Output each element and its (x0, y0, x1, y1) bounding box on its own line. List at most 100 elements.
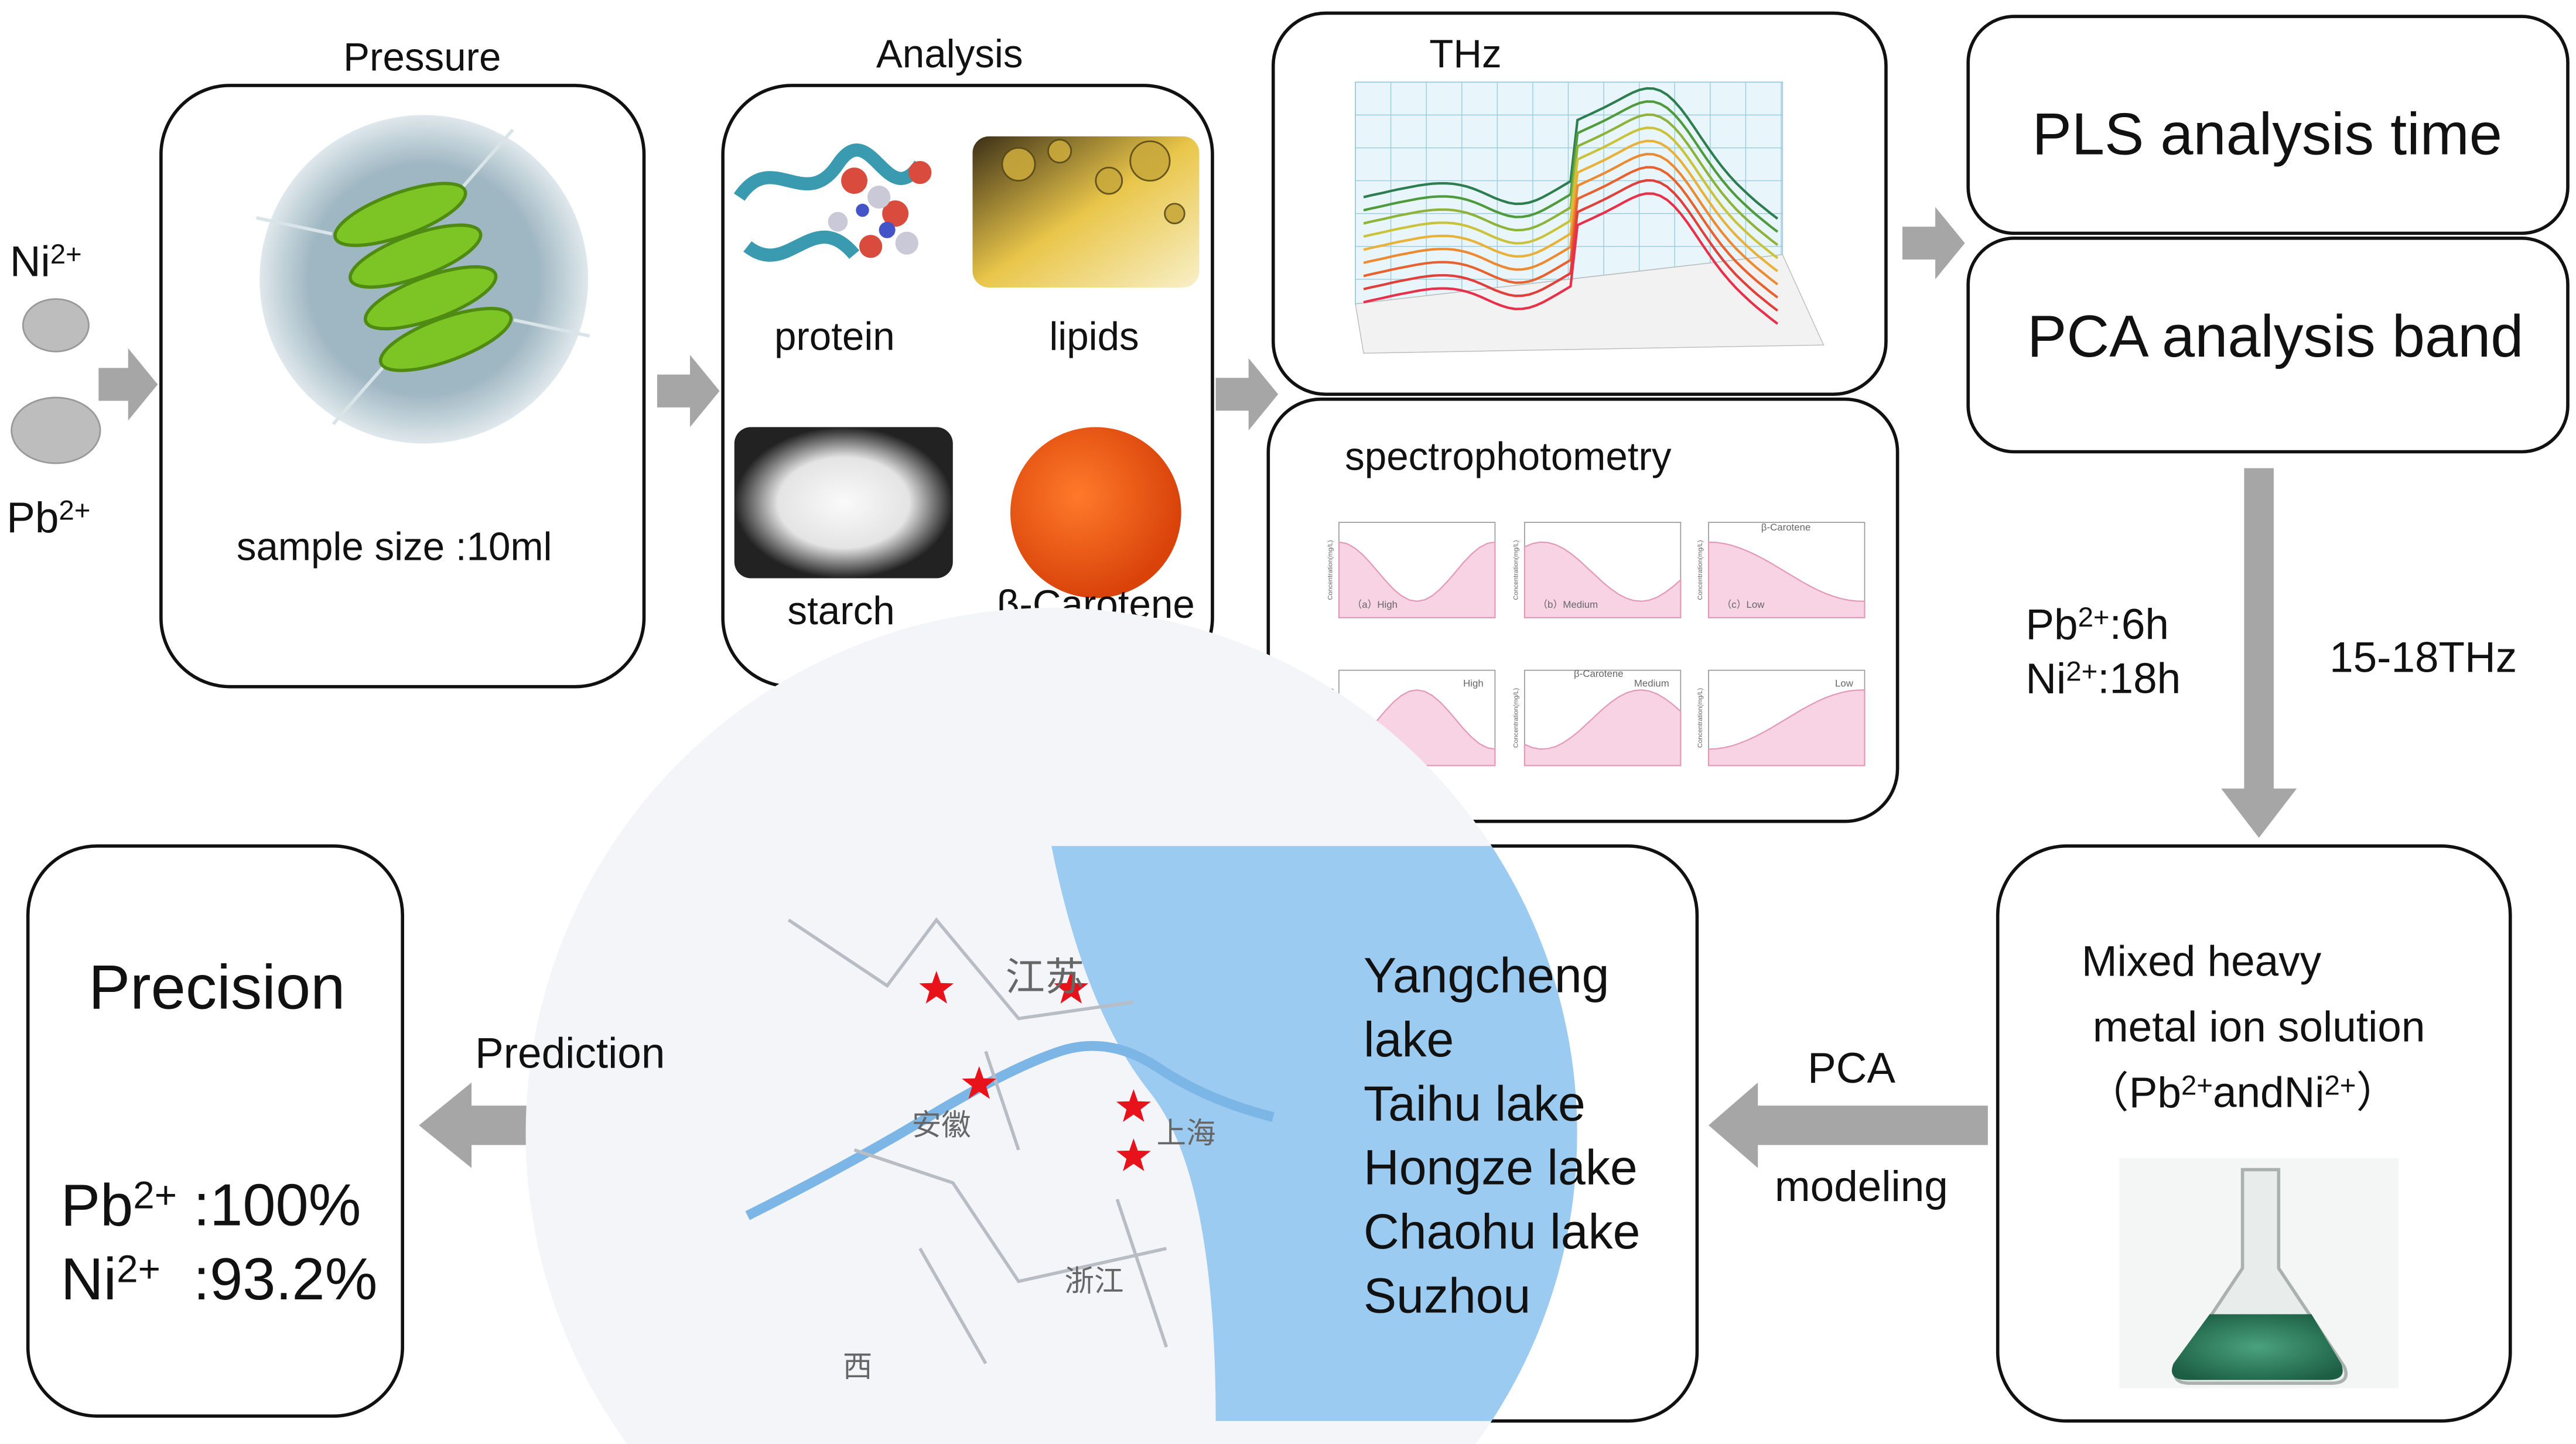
mini-plot-label: Low (1835, 678, 1854, 689)
thz-surface (1355, 81, 1825, 354)
text-part: andNi (2213, 1069, 2325, 1117)
lake-name: Chaohu lake (1364, 1204, 1640, 1259)
pca-box (1966, 236, 2570, 454)
modeling-label: PCA (1808, 1045, 1895, 1092)
ion-ball (11, 396, 101, 464)
box-title: Pressure (343, 36, 501, 80)
spectro-plots: （a）High Concentration(mg/L) （b）Medium Conce… (1327, 522, 1866, 767)
model-label: PCA analysis band (2027, 304, 2523, 369)
arrow (98, 348, 158, 421)
precision-title: Precision (88, 953, 345, 1022)
mini-axis-label: Concentration(mg/L) (1513, 540, 1520, 600)
text-part: :93.2% (160, 1247, 377, 1312)
band-label: 15-18THz (2329, 634, 2517, 681)
map-place: 西 (843, 1350, 872, 1383)
thz-curve (1363, 87, 1779, 220)
carotene-image (1010, 427, 1181, 598)
inputs: Ni2+ Pb2+ (6, 238, 101, 542)
protein-image (733, 143, 932, 262)
mini-legend: β-Carotene (1574, 668, 1624, 679)
lake-name: Yangcheng (1364, 947, 1609, 1002)
star (962, 1066, 997, 1099)
ion-label: Ni2+ (10, 238, 82, 285)
box-title: spectrophotometry (1345, 434, 1672, 478)
modeling-label: modeling (1775, 1163, 1948, 1210)
precision-result: Ni2+ :93.2% (61, 1247, 378, 1312)
superscript: 2+ (50, 239, 82, 270)
map-place: 安徽 (912, 1108, 971, 1142)
map-image (525, 608, 1577, 1444)
mini-plot-label: （b）Medium (1538, 599, 1598, 610)
time-label: Ni2+:18h (2025, 655, 2181, 703)
pls-box (1966, 15, 2570, 235)
superscript: 2+ (2324, 1070, 2356, 1101)
star (1116, 1089, 1151, 1122)
text-part: Ni (10, 238, 50, 285)
superscript: 2+ (2181, 1070, 2213, 1101)
arrow (1709, 1082, 1988, 1168)
item-label: protein (774, 315, 895, 359)
thz-curve (1363, 179, 1779, 312)
mini-plot-area (1707, 689, 1866, 767)
text-part: Pb (2025, 601, 2078, 648)
precision-result: Pb2+ :100% (61, 1173, 361, 1238)
superscript: 2+ (117, 1248, 160, 1291)
lake-name: Suzhou (1364, 1268, 1530, 1323)
thz-curve (1363, 166, 1779, 299)
lake-name: lake (1364, 1012, 1454, 1067)
superscript: 2+ (59, 495, 90, 526)
text-part: :6h (2110, 601, 2169, 648)
mini-plot-area (1338, 541, 1496, 618)
box-title: THz (1429, 32, 1501, 76)
solution-text: （Pb2+andNi2+） (2086, 1069, 2399, 1117)
text-part: ） (2356, 1069, 2399, 1117)
text-part: Ni (61, 1247, 117, 1312)
map-place: 江苏 (1006, 956, 1085, 1000)
precision-box (26, 844, 404, 1418)
mini-plot-area (1523, 689, 1682, 767)
ion-label: Pb2+ (6, 494, 90, 542)
time-label: Pb2+:6h (2025, 601, 2169, 648)
thz-curve (1363, 153, 1779, 286)
mini-plot-label: （a）High (1352, 599, 1398, 610)
text-part: Pb (6, 494, 59, 542)
text-part: :18h (2097, 655, 2181, 703)
thz-curve (1363, 126, 1779, 259)
mini-legend: β-Carotene (1761, 522, 1811, 533)
thz-floor (1355, 254, 1825, 354)
thz-curve (1363, 192, 1779, 325)
algae-image (256, 115, 590, 444)
sample-size: sample size :10ml (237, 525, 552, 569)
thz-curve (1363, 113, 1779, 246)
site-markers (919, 971, 1151, 1172)
superscript: 2+ (2078, 602, 2110, 633)
item-label: starch (787, 589, 894, 633)
arrow (1902, 207, 1965, 279)
item-label: lipids (1049, 315, 1139, 359)
arrow (657, 354, 720, 427)
lake-list: Yangcheng lake Taihu lake Hongze lake Chaohu… (1364, 947, 1640, 1323)
mini-axis-label: Concentration(mg/L) (1327, 540, 1334, 600)
star (1054, 971, 1089, 1004)
text-part: Ni (2025, 655, 2066, 703)
box-title: Analysis (876, 32, 1023, 76)
mini-plot-label: （c）Low (1721, 599, 1765, 610)
thz-curve (1363, 100, 1779, 233)
starch-image (734, 427, 953, 579)
flask-image (2119, 1158, 2399, 1388)
map-place: 上海 (1157, 1117, 1216, 1150)
mini-axis-label: Concentration(mg/L) (1697, 540, 1704, 600)
arrow (2221, 468, 2297, 838)
lake-name: Taihu lake (1364, 1076, 1586, 1131)
lake-name: Hongze lake (1364, 1140, 1638, 1195)
solution-text: Mixed heavy (2082, 937, 2322, 985)
prediction-label: Prediction (475, 1030, 665, 1077)
arrow (1215, 358, 1279, 431)
mini-plot-label: Medium (1634, 678, 1669, 689)
map-place: 浙江 (1065, 1264, 1124, 1298)
mini-axis-label: Concentration(mg/L) (1513, 688, 1520, 748)
mini-plot-area (1523, 541, 1682, 618)
text-part: （Pb (2086, 1069, 2181, 1117)
solution-text: metal ion solution (2093, 1004, 2425, 1051)
